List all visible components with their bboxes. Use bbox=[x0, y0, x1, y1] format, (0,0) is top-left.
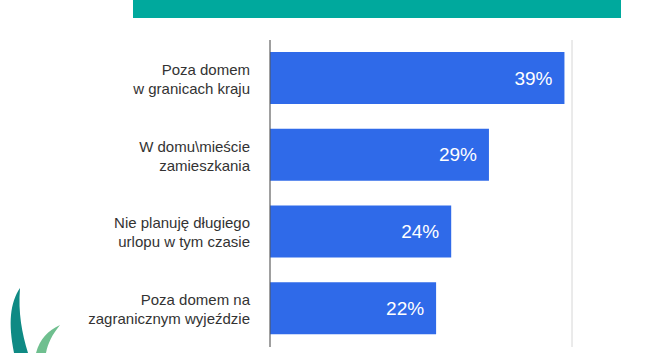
svg-text:W domu\mieściezamieszkania: W domu\mieściezamieszkania bbox=[139, 137, 251, 173]
svg-text:Poza domem nazagranicznym wyje: Poza domem nazagranicznym wyjeździe bbox=[88, 291, 250, 327]
svg-text:29%: 29% bbox=[439, 144, 477, 165]
svg-text:Nie planuję długiegourlopu w t: Nie planuję długiegourlopu w tym czasie bbox=[114, 214, 250, 250]
svg-text:Poza domemw granicach kraju: Poza domemw granicach kraju bbox=[132, 60, 250, 96]
svg-text:39%: 39% bbox=[514, 68, 552, 89]
svg-text:24%: 24% bbox=[401, 221, 439, 242]
svg-text:22%: 22% bbox=[386, 298, 424, 319]
